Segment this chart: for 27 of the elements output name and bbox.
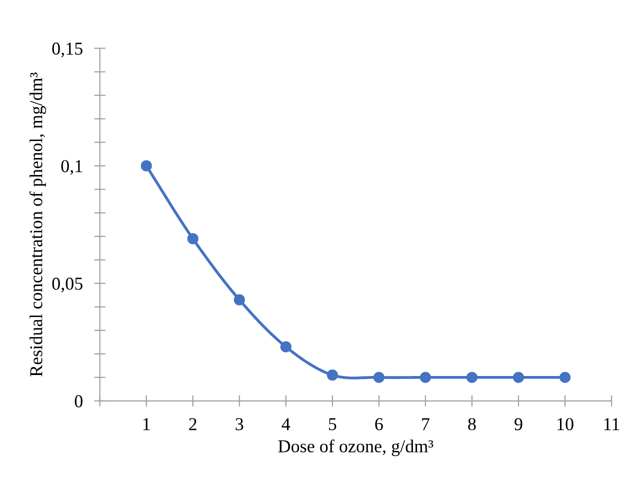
x-tick-label: 10	[558, 418, 574, 430]
x-tick-label: 3	[236, 418, 244, 430]
point	[326, 369, 338, 381]
x-tick-label: 9	[514, 418, 522, 430]
x-axis-title: Dose of ozone, g/dm³	[278, 439, 434, 456]
point	[280, 341, 292, 352]
y-tick-label: 0,1	[61, 160, 82, 175]
point	[466, 372, 478, 383]
x-tick-label: 4	[282, 418, 290, 430]
point	[234, 294, 245, 306]
x-tick-label: 2	[189, 418, 196, 430]
y-axis-title: Residual concentration of phenol, mg/dm³	[29, 72, 46, 376]
x-tick-label: 7	[422, 418, 430, 430]
point	[559, 372, 571, 383]
x-tick-label: 11	[604, 418, 620, 430]
point	[140, 160, 152, 172]
x-tick-label: 5	[328, 418, 336, 430]
point	[420, 372, 432, 383]
x-tick-label: 8	[468, 418, 476, 430]
y-tick-label: 0,05	[52, 278, 82, 292]
y-tick-label: 0,15	[52, 42, 82, 58]
x-tick-label: 1	[143, 418, 150, 430]
point	[512, 372, 524, 383]
point	[187, 233, 198, 244]
point	[373, 372, 384, 383]
x-tick-label: 6	[375, 418, 383, 430]
y-tick-label: 0	[74, 395, 82, 408]
